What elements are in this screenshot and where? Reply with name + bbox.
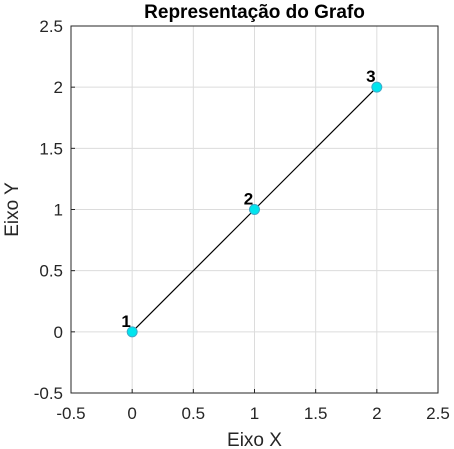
x-tick-label: 2.5	[426, 404, 450, 423]
y-tick-label: 2	[54, 78, 63, 97]
graph-node-label: 3	[366, 67, 375, 86]
graph-node-label: 1	[121, 312, 130, 331]
x-tick-label: 0	[127, 404, 136, 423]
y-tick-label: 2.5	[39, 17, 63, 36]
y-axis-label: Eixo Y	[2, 182, 23, 237]
x-tick-label: 0.5	[182, 404, 206, 423]
chart-title: Representação do Grafo	[144, 2, 365, 23]
y-tick-label: 0	[54, 323, 63, 342]
graph-node-label: 2	[244, 190, 253, 209]
y-tick-label: 1.5	[39, 139, 63, 158]
y-tick-label: 1	[54, 201, 63, 220]
x-tick-label: -0.5	[56, 404, 85, 423]
y-tick-label: -0.5	[34, 384, 63, 403]
x-tick-label: 1.5	[304, 404, 328, 423]
x-tick-label: 2	[372, 404, 381, 423]
y-tick-label: 0.5	[39, 262, 63, 281]
x-axis-label: Eixo X	[227, 430, 282, 449]
x-tick-label: 1	[250, 404, 259, 423]
